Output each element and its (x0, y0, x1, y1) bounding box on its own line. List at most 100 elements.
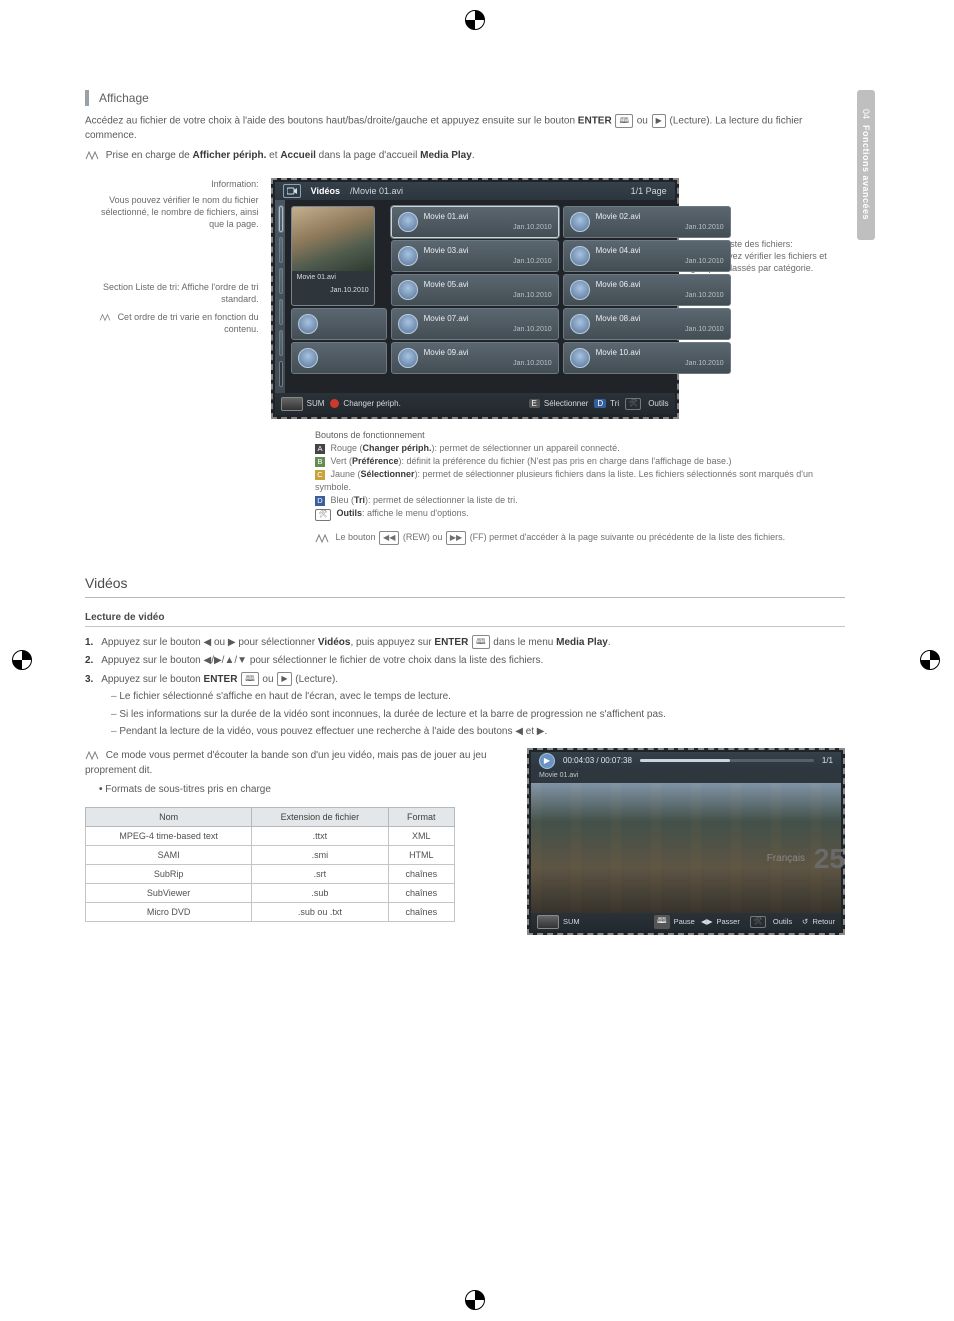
mp-file-item[interactable] (291, 342, 387, 374)
mp-sort-sidebar (275, 200, 285, 393)
subtitle-formats-label: Formats de sous-titres pris en charge (99, 782, 497, 797)
film-icon (398, 280, 418, 300)
mp-file-item[interactable]: Movie 06.aviJan.10.2010 (563, 274, 731, 306)
table-row: SubRip.srtchaînes (86, 864, 455, 883)
table-row: SAMI.smiHTML (86, 845, 455, 864)
step3-sub3: Pendant la lecture de la vidéo, vous pou… (111, 724, 845, 740)
btn-desc-head: Boutons de fonctionnement (315, 429, 845, 442)
step-2: 2. Appuyez sur le bouton ◀/▶/▲/▼ pour sé… (85, 653, 845, 669)
section-header-affichage: Affichage (85, 90, 845, 106)
page-footer-right: Français 25 (767, 843, 845, 875)
mp-page: 1/1 Page (631, 186, 667, 196)
pb-filename: Movie 01.avi (531, 770, 841, 783)
mp-path: /Movie 01.avi (350, 186, 621, 196)
print-mark (920, 650, 940, 670)
mp-sort-item[interactable] (279, 299, 283, 325)
table-row: SubViewer.subchaînes (86, 883, 455, 902)
film-icon (298, 348, 318, 368)
playback-mock: ▶ 00:04:03 / 00:07:38 1/1 Movie 01.avi S… (527, 748, 845, 935)
pb-time: 00:04:03 / 00:07:38 (563, 756, 632, 765)
col-nom: Nom (86, 807, 252, 826)
tip-video-game: Ce mode vous permet d'écouter la bande s… (85, 748, 497, 779)
table-row: Micro DVD.sub ou .txtchaînes (86, 902, 455, 921)
film-icon (570, 212, 590, 232)
film-icon (570, 280, 590, 300)
film-icon (398, 314, 418, 334)
videos-icon (283, 184, 301, 198)
section-bar-icon (85, 90, 89, 106)
sum-icon (281, 397, 303, 411)
step-3: 3. Appuyez sur le bouton ENTER 🕮 ou ▶ (L… (85, 672, 845, 740)
mp-sort-item[interactable] (279, 330, 283, 356)
preview-name: Movie 01.avi (292, 271, 374, 284)
mp-file-item[interactable]: Movie 09.aviJan.10.2010 (391, 342, 559, 374)
d-key-icon: D (594, 399, 606, 408)
tools-icon: 🛠 (750, 916, 766, 928)
sort-tip: Cet ordre de tri varie en fonction du co… (85, 311, 259, 335)
film-icon (398, 348, 418, 368)
mp-sort-item[interactable] (279, 361, 283, 387)
mp-file-preview[interactable]: Movie 01.avi Jan.10.2010 (291, 206, 375, 306)
mp-file-item[interactable]: Movie 08.aviJan.10.2010 (563, 308, 731, 340)
info-annotation-head: Information: (85, 178, 259, 190)
mp-file-item[interactable]: Movie 04.aviJan.10.2010 (563, 240, 731, 272)
left-annotations: Information: Vous pouvez vérifier le nom… (85, 178, 259, 335)
page-number: 25 (814, 843, 845, 874)
note-icon (99, 313, 111, 322)
col-format: Format (388, 807, 454, 826)
mp-file-item[interactable]: Movie 10.aviJan.10.2010 (563, 342, 731, 374)
print-mark (465, 1290, 485, 1310)
mp-sort-item[interactable] (279, 206, 283, 232)
note-icon (85, 750, 99, 761)
side-tab-number: 04 (861, 109, 871, 119)
red-dot-icon (330, 399, 339, 408)
subhead-lecture: Lecture de vidéo (85, 612, 845, 627)
col-ext: Extension de fichier (252, 807, 388, 826)
mp-file-item[interactable]: Movie 03.aviJan.10.2010 (391, 240, 559, 272)
film-icon (298, 314, 318, 334)
step-1: 1. Appuyez sur le bouton ◀ ou ▶ pour sél… (85, 635, 845, 651)
c-key-icon: C (315, 470, 325, 480)
a-key-icon: A (315, 444, 325, 454)
film-icon (570, 314, 590, 334)
mp-file-grid: Movie 01.avi Jan.10.2010 Movie 01.aviJan… (285, 200, 737, 393)
rew-ff-tip: Le bouton ◀◀ (REW) ou ▶▶ (FF) permet d'a… (315, 531, 845, 545)
mp-sort-item[interactable] (279, 237, 283, 263)
film-icon (398, 246, 418, 266)
progress-bar[interactable] (640, 759, 814, 762)
mp-file-item[interactable]: Movie 05.aviJan.10.2010 (391, 274, 559, 306)
subs-tbody: MPEG-4 time-based text.ttxtXML SAMI.smiH… (86, 826, 455, 921)
section-title: Affichage (99, 91, 149, 105)
section-title-videos: Vidéos (85, 575, 845, 598)
info-annotation-body: Vous pouvez vérifier le nom du fichier s… (85, 194, 259, 230)
preview-date: Jan.10.2010 (292, 284, 374, 297)
sort-annotation: Section Liste de tri: Affiche l'ordre de… (85, 281, 259, 305)
page-lang: Français (767, 853, 805, 864)
film-icon (398, 212, 418, 232)
preview-image (292, 207, 374, 271)
d-key-icon: D (315, 496, 325, 506)
e-key-icon: E (529, 399, 540, 408)
mp-sort-item[interactable] (279, 268, 283, 294)
film-icon (570, 246, 590, 266)
mp-file-item[interactable]: Movie 01.aviJan.10.2010 (391, 206, 559, 238)
step3-sub2: Si les informations sur la durée de la v… (111, 707, 845, 723)
mp-file-item[interactable]: Movie 02.aviJan.10.2010 (563, 206, 731, 238)
side-tab: 04 Fonctions avancées (857, 90, 875, 240)
media-play-browser-mock: Vidéos /Movie 01.avi 1/1 Page (271, 178, 679, 419)
tools-icon: 🛠 (625, 398, 641, 410)
print-mark (465, 10, 485, 30)
mp-header: Vidéos /Movie 01.avi 1/1 Page (275, 182, 675, 200)
mp-mode-label: Vidéos (311, 186, 340, 196)
pb-page: 1/1 (822, 756, 833, 765)
mp-footer: SUM Changer périph. ESélectionner DTri 🛠… (275, 393, 675, 415)
tools-icon: 🛠 (315, 509, 331, 521)
tip-affichage: Prise en charge de Afficher périph. et A… (85, 149, 845, 164)
print-mark (12, 650, 32, 670)
mp-file-item[interactable] (291, 308, 387, 340)
mp-file-item[interactable]: Movie 07.aviJan.10.2010 (391, 308, 559, 340)
pb-footer: SUM 🕮Pause ◀▶ Passer 🛠Outils ↻ Retour (531, 913, 841, 931)
intro-text: Accédez au fichier de votre choix à l'ai… (85, 114, 845, 143)
pb-header: ▶ 00:04:03 / 00:07:38 1/1 (531, 752, 841, 770)
film-icon (570, 348, 590, 368)
